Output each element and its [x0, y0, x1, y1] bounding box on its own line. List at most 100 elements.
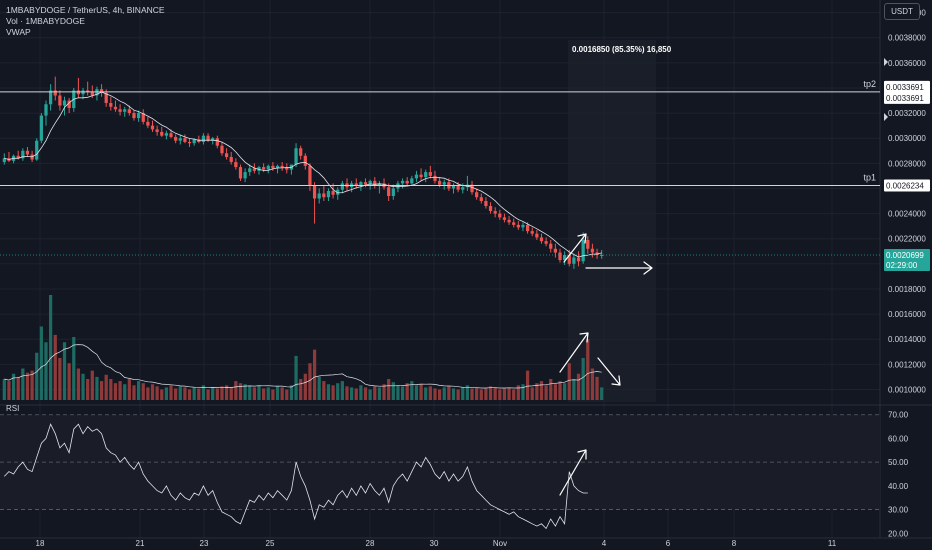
- volume-bar: [535, 383, 539, 400]
- volume-bar: [285, 389, 289, 400]
- volume-bar: [215, 388, 219, 400]
- candle-body: [136, 113, 141, 119]
- volume-bar: [127, 379, 131, 400]
- volume-bar: [391, 382, 395, 400]
- candle-body: [155, 129, 159, 132]
- rsi-tick-label: 60.00: [888, 434, 909, 443]
- candle-body: [410, 178, 414, 184]
- candle-body: [368, 180, 372, 185]
- volume-bar: [160, 389, 164, 400]
- volume-bar: [21, 368, 25, 400]
- price-tick-label: 0.0014000: [888, 335, 926, 344]
- volume-bar: [178, 386, 182, 400]
- candle-body: [238, 167, 243, 179]
- candle-body: [354, 183, 358, 186]
- candle-body: [16, 155, 20, 159]
- candle-body: [243, 172, 247, 179]
- candle-body: [2, 158, 6, 163]
- chart-legend: 1MBABYDOGE / TetherUS, 4h, BINANCE Vol ·…: [6, 5, 165, 38]
- time-tick-label: 4: [602, 539, 607, 548]
- volume-bar: [475, 387, 479, 400]
- volume-bar: [470, 388, 474, 400]
- volume-bar: [512, 389, 516, 400]
- candle-body: [234, 162, 238, 168]
- candle-body: [461, 187, 465, 190]
- candle-body: [600, 255, 604, 257]
- tp1-price-label: 0.0026234: [886, 181, 924, 190]
- volume-bar: [396, 385, 400, 400]
- candle-body: [197, 139, 201, 142]
- candle-body: [563, 255, 567, 261]
- current-price-box: [884, 249, 930, 272]
- volume-bar: [350, 387, 354, 400]
- time-tick-label: 28: [366, 539, 375, 548]
- price-tick-label: 0.0018000: [888, 285, 926, 294]
- time-tick-label: 11: [828, 539, 837, 548]
- candle-body: [49, 90, 53, 105]
- volume-bar: [424, 387, 428, 400]
- volume-bar: [461, 387, 465, 400]
- candle-body: [516, 224, 520, 228]
- volume-bar: [99, 381, 104, 400]
- candle-body: [280, 165, 284, 168]
- volume-bar: [345, 386, 349, 400]
- volume-bar: [234, 381, 238, 400]
- candle-body: [67, 100, 71, 109]
- volume-bar: [410, 381, 414, 400]
- volume-bar: [322, 381, 326, 400]
- candle-body: [123, 109, 127, 112]
- volume-bar: [201, 385, 206, 400]
- candle-body: [590, 248, 595, 253]
- candle-body: [132, 113, 136, 119]
- volume-bar: [382, 384, 386, 400]
- volume-bar: [113, 383, 118, 400]
- candle-body: [525, 224, 530, 232]
- tp2-label: tp2: [863, 79, 876, 89]
- volume-bar: [387, 379, 391, 400]
- volume-bar: [238, 383, 243, 400]
- volume-bar: [525, 370, 530, 400]
- candle-body: [391, 188, 395, 196]
- volume-bar: [174, 388, 178, 400]
- price-tick-label: 0.0012000: [888, 360, 926, 369]
- candle-body: [581, 239, 585, 262]
- time-tick-label: 18: [36, 539, 45, 548]
- volume-bar: [25, 372, 30, 400]
- volume-bar: [257, 385, 261, 400]
- volume-bar: [197, 388, 201, 400]
- volume-bar: [312, 349, 317, 400]
- volume-bar: [2, 379, 6, 400]
- candle-body: [81, 90, 85, 95]
- rsi-band: [0, 414, 880, 510]
- price-tick-label: 0.0030000: [888, 134, 926, 143]
- volume-bar: [35, 352, 39, 400]
- price-tick-label: 0.0038000: [888, 34, 926, 43]
- candle-body: [558, 252, 562, 261]
- candle-body: [303, 155, 307, 166]
- price-tick-label: 0.0036000: [888, 59, 926, 68]
- volume-bar: [354, 388, 358, 400]
- volume-bar: [479, 389, 483, 400]
- candle-body: [229, 157, 233, 163]
- currency-button[interactable]: USDT: [884, 3, 920, 20]
- candle-body: [90, 91, 94, 96]
- candle-body: [183, 138, 187, 142]
- candle-body: [76, 90, 81, 95]
- volume-bar: [456, 389, 460, 400]
- volume-bar: [271, 389, 275, 400]
- axis-marker: [884, 58, 888, 66]
- candle-body: [326, 190, 331, 198]
- candle-body: [359, 182, 363, 186]
- candle-body: [405, 180, 409, 184]
- volume-bar: [266, 387, 270, 400]
- price-tick-label: 0.0022000: [888, 235, 926, 244]
- volume-bar: [150, 384, 155, 400]
- candle-body: [419, 174, 423, 178]
- candle-body: [535, 233, 539, 238]
- right-arrow-price: [585, 261, 653, 275]
- candle-body: [146, 121, 150, 126]
- up-arrow-rsi: [559, 449, 587, 496]
- volume-bar: [289, 385, 294, 400]
- candle-body: [470, 184, 474, 193]
